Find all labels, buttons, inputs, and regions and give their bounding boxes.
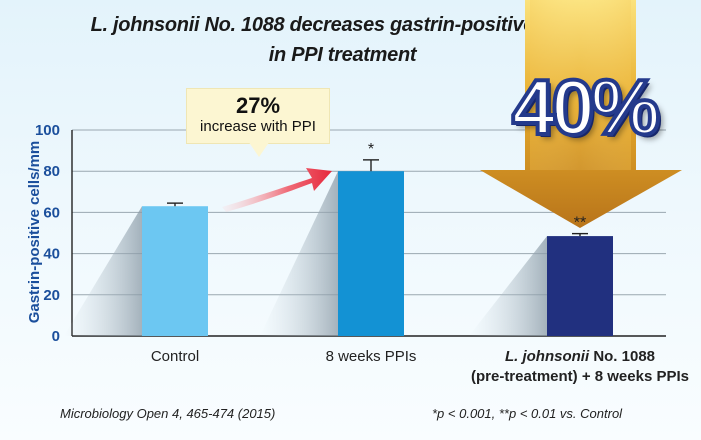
bar: [338, 171, 404, 336]
bar-shadow: [64, 206, 142, 336]
chart-title-line-2: in PPI treatment: [268, 44, 417, 66]
x-tick-label: 8 weeks PPIs: [326, 348, 417, 365]
y-tick-label: 20: [43, 287, 60, 304]
callout-text: increase with PPI: [200, 118, 316, 136]
decrease-percentage: 40%: [510, 56, 662, 155]
decrease-unit: %: [589, 61, 662, 153]
x-tick-label: Control: [151, 348, 199, 365]
y-tick-label: 100: [35, 122, 60, 139]
bar: [142, 206, 208, 336]
chart-title-line-1: L. johnsonii No. 1088 decreases gastrin-…: [90, 14, 583, 36]
y-tick-label: 40: [43, 246, 60, 263]
x-tick-label: L. johnsonii No. 1088: [505, 348, 655, 365]
increase-arrow: [222, 168, 332, 212]
callout-tail: [248, 141, 270, 157]
increase-callout: 27% increase with PPI: [186, 88, 330, 144]
bar: [547, 236, 613, 336]
decrease-number: 40: [510, 61, 597, 153]
bar-shadow: [260, 171, 338, 336]
callout-value: 27%: [235, 93, 281, 118]
y-axis-label: Gastrin-positive cells/mm: [26, 140, 43, 324]
x-tick-label: (pre-treatment) + 8 weeks PPIs: [471, 368, 689, 385]
y-tick-label: 80: [43, 163, 60, 180]
significance-marker: *: [368, 141, 374, 158]
y-tick-label: 0: [52, 328, 60, 345]
significance-marker: **: [574, 215, 586, 232]
significance-footnote: *p < 0.001, **p < 0.01 vs. Control: [432, 406, 623, 421]
source-citation: Microbiology Open 4, 465-474 (2015): [60, 406, 276, 421]
bar-shadow: [469, 236, 547, 336]
y-tick-label: 60: [43, 204, 60, 221]
